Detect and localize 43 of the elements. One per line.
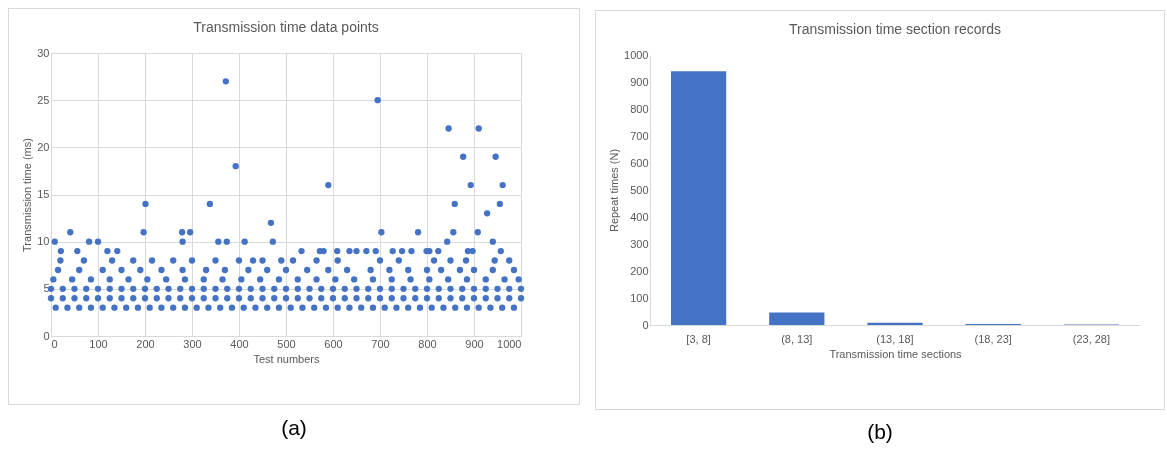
y-axis-title: Transmission time (ms): [21, 138, 34, 252]
x-tick-label: 1000: [497, 337, 522, 350]
bar: [769, 312, 825, 325]
y-tick-label: 600: [630, 156, 649, 169]
x-tick-label: [3, 8]: [686, 332, 711, 345]
y-tick-label: 25: [37, 93, 50, 106]
y-tick-label: 500: [630, 183, 649, 196]
x-tick-label: (13, 18]: [876, 332, 914, 345]
x-tick-label: 600: [324, 337, 343, 350]
x-tick-label: 900: [465, 337, 484, 350]
x-tick-label: (18, 23]: [974, 332, 1012, 345]
y-tick-label: 30: [37, 46, 50, 59]
x-tick-label: 300: [183, 337, 202, 350]
chart-title: Transmission time section records: [789, 21, 1001, 37]
x-tick-label: 400: [230, 337, 249, 350]
x-axis-title: Test numbers: [253, 352, 321, 365]
y-tick-label: 0: [642, 318, 649, 331]
y-tick-label: 400: [630, 210, 649, 223]
x-axis-title: Transmission time sections: [829, 347, 963, 360]
y-tick-label: 900: [630, 75, 649, 88]
y-tick-label: 200: [630, 264, 649, 277]
y-tick-label: 15: [37, 188, 50, 200]
y-tick-label: 1000: [624, 48, 649, 61]
x-tick-label: 200: [136, 337, 155, 350]
x-tick-label: (8, 13]: [781, 332, 813, 345]
y-tick-label: 20: [37, 140, 50, 153]
y-tick-label: 10: [37, 235, 50, 248]
bar: [867, 322, 923, 325]
x-tick-label: 100: [89, 337, 108, 350]
y-tick-label: 700: [630, 129, 649, 142]
x-tick-label: 500: [277, 337, 296, 350]
chart-title: Transmission time data points: [193, 19, 379, 35]
text: (a): [280, 416, 308, 440]
y-tick-label: 300: [630, 237, 649, 250]
text: (b): [866, 420, 894, 444]
y-tick-label: 800: [630, 102, 649, 115]
x-tick-label: 800: [418, 337, 437, 350]
y-tick-label: 100: [630, 291, 649, 304]
y-axis-title: Repeat times (N): [608, 148, 621, 233]
bar: [670, 71, 727, 325]
x-tick-label: 0: [51, 337, 58, 350]
x-tick-label: 700: [371, 337, 390, 350]
x-tick-label: (23, 28]: [1072, 332, 1111, 345]
